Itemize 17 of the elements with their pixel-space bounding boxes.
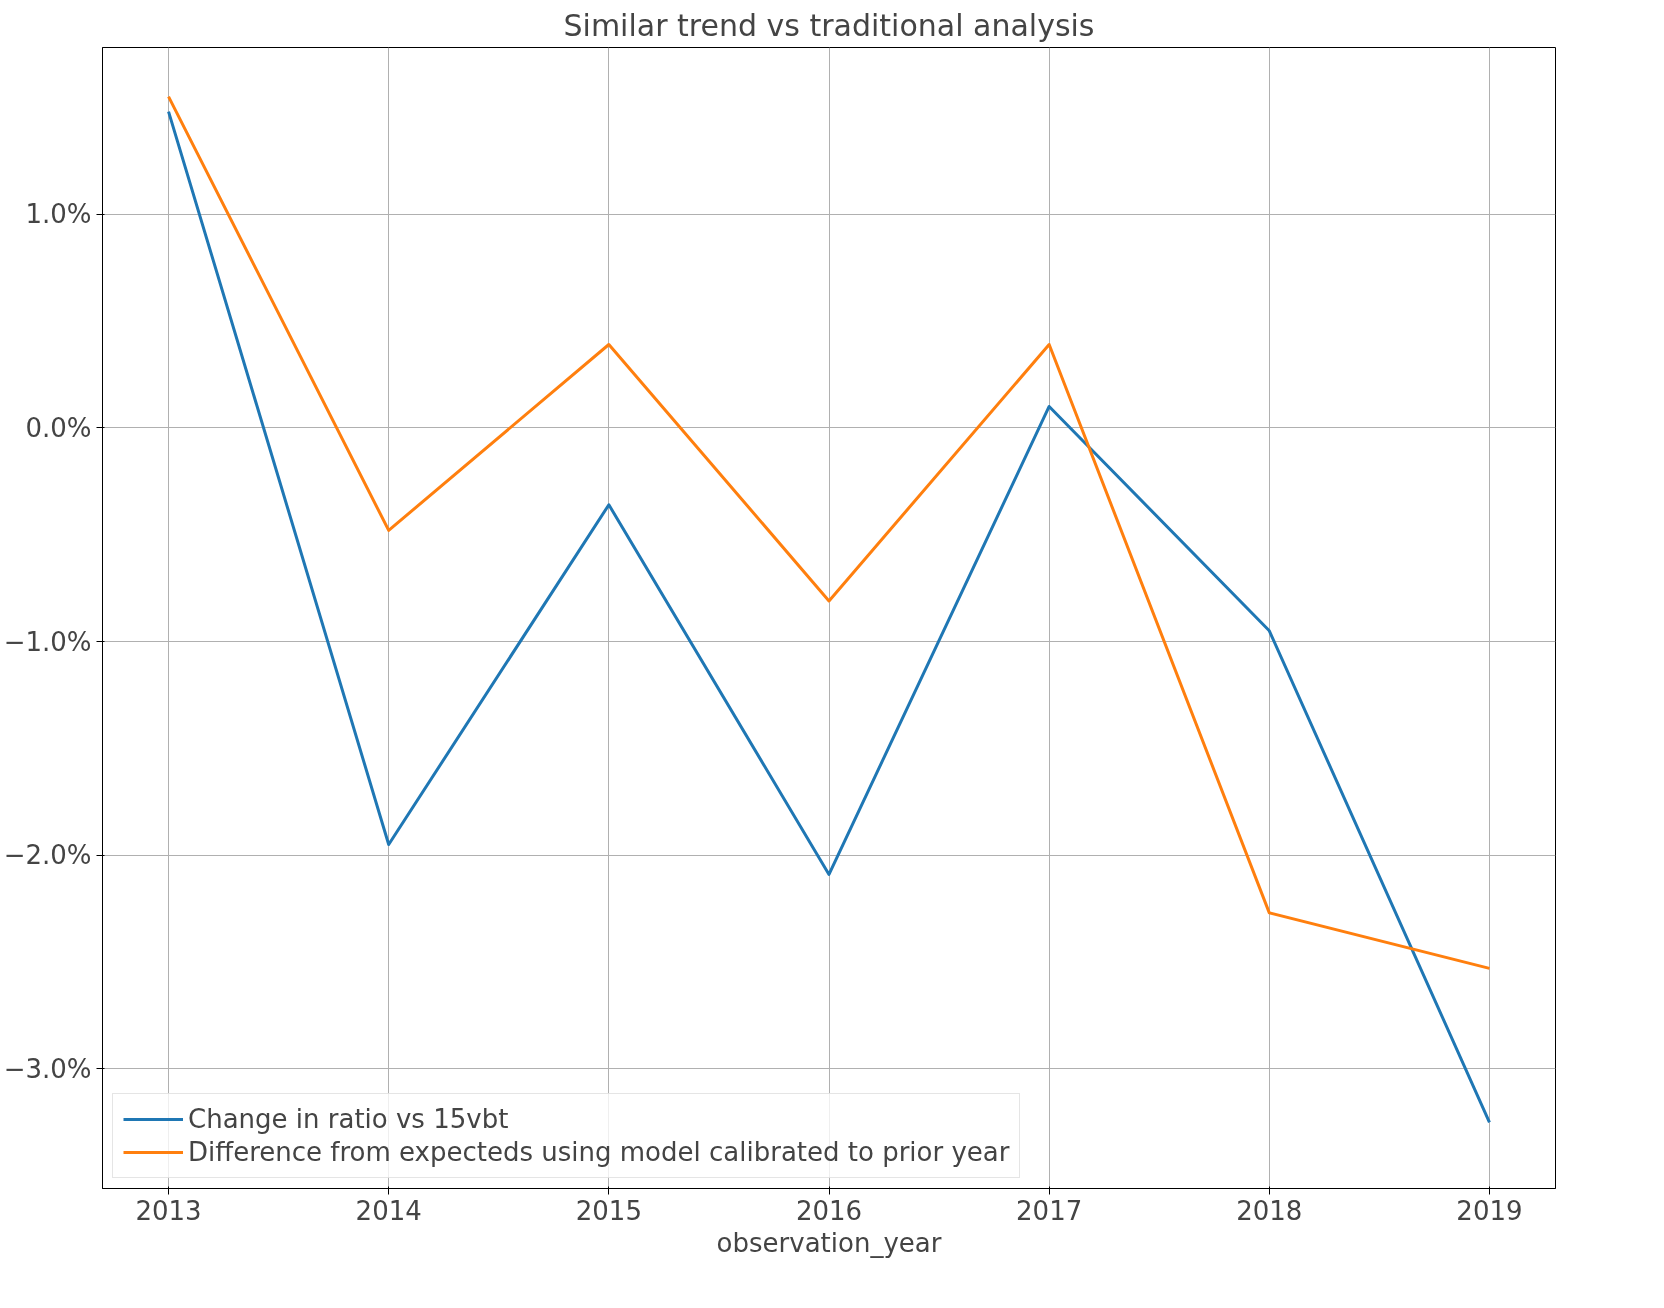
chart-title: Similar trend vs traditional analysis (563, 7, 1095, 43)
x-tick-label: 2015 (575, 1195, 642, 1226)
x-tick-label: 2013 (135, 1195, 202, 1226)
legend-label: Difference from expecteds using model calibrated to prior year (188, 1137, 1010, 1167)
y-tick-label: 1.0% (25, 199, 92, 230)
x-tick-label: 2014 (355, 1195, 422, 1226)
y-tick-label: −3.0% (3, 1053, 92, 1084)
x-axis-title: observation_year (716, 1227, 942, 1258)
y-tick-label: −1.0% (3, 626, 92, 657)
x-tick-label: 2018 (1236, 1195, 1303, 1226)
y-tick-label: 0.0% (25, 412, 92, 443)
x-tick-label: 2017 (1016, 1195, 1083, 1226)
line-series (167, 95, 1491, 970)
x-tick-label: 2019 (1456, 1195, 1523, 1226)
y-tick-label: −2.0% (3, 840, 92, 871)
x-tick-label: 2016 (795, 1195, 863, 1226)
legend-label: Change in ratio vs 15vbt (188, 1104, 509, 1134)
